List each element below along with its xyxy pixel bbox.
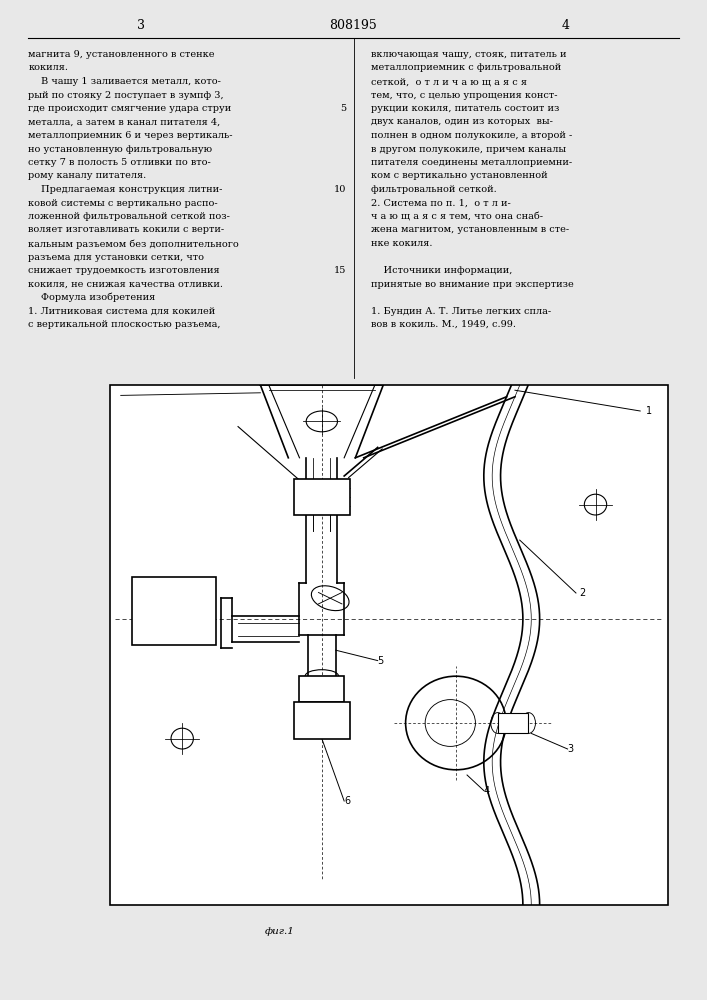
Text: 4: 4 bbox=[484, 786, 490, 796]
Text: нке кокиля.: нке кокиля. bbox=[371, 239, 433, 248]
Text: магнита 9, установленного в стенке: магнита 9, установленного в стенке bbox=[28, 50, 215, 59]
Text: двух каналов, один из которых  вы-: двух каналов, один из которых вы- bbox=[371, 117, 553, 126]
Text: с вертикальной плоскостью разъема,: с вертикальной плоскостью разъема, bbox=[28, 320, 221, 329]
Text: ложенной фильтровальной сеткой поз-: ложенной фильтровальной сеткой поз- bbox=[28, 212, 230, 221]
Bar bbox=[110, 385, 668, 905]
Bar bbox=[300, 676, 344, 702]
Text: 10: 10 bbox=[334, 185, 346, 194]
Text: кокиля.: кокиля. bbox=[28, 64, 69, 73]
Text: кальным разъемом без дополнительного: кальным разъемом без дополнительного bbox=[28, 239, 239, 249]
Text: Источники информации,: Источники информации, bbox=[371, 266, 513, 275]
Text: фильтровальной сеткой.: фильтровальной сеткой. bbox=[371, 185, 497, 194]
Text: 1. Литниковая система для кокилей: 1. Литниковая система для кокилей bbox=[28, 306, 216, 316]
Bar bbox=[498, 713, 528, 733]
Text: 1: 1 bbox=[645, 406, 652, 416]
Text: включающая чашу, стояк, питатель и: включающая чашу, стояк, питатель и bbox=[371, 50, 567, 59]
Bar bbox=[294, 702, 350, 739]
Text: разъема для установки сетки, что: разъема для установки сетки, что bbox=[28, 253, 204, 262]
Text: металлоприемник 6 и через вертикаль-: металлоприемник 6 и через вертикаль- bbox=[28, 131, 233, 140]
Text: принятые во внимание при экспертизе: принятые во внимание при экспертизе bbox=[371, 280, 574, 289]
Text: жена магнитом, установленным в сте-: жена магнитом, установленным в сте- bbox=[371, 226, 569, 234]
Bar bbox=[294, 479, 350, 515]
Text: питателя соединены металлоприемни-: питателя соединены металлоприемни- bbox=[371, 158, 572, 167]
Text: где происходит смягчение удара струи: где происходит смягчение удара струи bbox=[28, 104, 231, 113]
Text: 1. Бундин А. Т. Литье легких спла-: 1. Бундин А. Т. Литье легких спла- bbox=[371, 306, 551, 316]
Text: ковой системы с вертикально распо-: ковой системы с вертикально распо- bbox=[28, 198, 218, 208]
Text: 5: 5 bbox=[340, 104, 346, 113]
Text: металлоприемник с фильтровальной: металлоприемник с фильтровальной bbox=[371, 64, 561, 73]
Text: металла, а затем в канал питателя 4,: металла, а затем в канал питателя 4, bbox=[28, 117, 221, 126]
Text: 6: 6 bbox=[344, 796, 350, 806]
Text: снижает трудоемкость изготовления: снижает трудоемкость изготовления bbox=[28, 266, 220, 275]
Text: воляет изготавливать кокили с верти-: воляет изготавливать кокили с верти- bbox=[28, 226, 224, 234]
Text: Формула изобретения: Формула изобретения bbox=[41, 293, 156, 302]
Text: 5: 5 bbox=[378, 656, 384, 666]
Text: ком с вертикально установленной: ком с вертикально установленной bbox=[371, 172, 548, 180]
Text: Предлагаемая конструкция литни-: Предлагаемая конструкция литни- bbox=[41, 185, 223, 194]
Text: 808195: 808195 bbox=[329, 19, 378, 32]
Text: фиг.1: фиг.1 bbox=[264, 928, 294, 936]
Bar bbox=[132, 577, 216, 645]
Text: 2: 2 bbox=[579, 588, 585, 598]
Text: 4: 4 bbox=[561, 19, 570, 32]
Text: ч а ю щ а я с я тем, что она снаб-: ч а ю щ а я с я тем, что она снаб- bbox=[371, 212, 543, 221]
Text: полнен в одном полукокиле, а второй -: полнен в одном полукокиле, а второй - bbox=[371, 131, 573, 140]
Text: но установленную фильтровальную: но установленную фильтровальную bbox=[28, 145, 212, 154]
Text: рукции кокиля, питатель состоит из: рукции кокиля, питатель состоит из bbox=[371, 104, 559, 113]
Text: 15: 15 bbox=[334, 266, 346, 275]
Text: вов в кокиль. М., 1949, с.99.: вов в кокиль. М., 1949, с.99. bbox=[371, 320, 516, 329]
Text: сетку 7 в полость 5 отливки по вто-: сетку 7 в полость 5 отливки по вто- bbox=[28, 158, 211, 167]
Text: 2. Система по п. 1,  о т л и-: 2. Система по п. 1, о т л и- bbox=[371, 198, 511, 208]
Text: сеткой,  о т л и ч а ю щ а я с я: сеткой, о т л и ч а ю щ а я с я bbox=[371, 77, 527, 86]
Text: 3: 3 bbox=[137, 19, 146, 32]
Text: тем, что, с целью упрощения конст-: тем, что, с целью упрощения конст- bbox=[371, 91, 558, 100]
Text: В чашу 1 заливается металл, кото-: В чашу 1 заливается металл, кото- bbox=[41, 77, 221, 86]
Text: рый по стояку 2 поступает в зумпф 3,: рый по стояку 2 поступает в зумпф 3, bbox=[28, 91, 224, 100]
Text: в другом полукокиле, причем каналы: в другом полукокиле, причем каналы bbox=[371, 145, 566, 154]
Text: 3: 3 bbox=[568, 744, 573, 754]
Text: кокиля, не снижая качества отливки.: кокиля, не снижая качества отливки. bbox=[28, 280, 223, 289]
Text: рому каналу питателя.: рому каналу питателя. bbox=[28, 172, 146, 180]
